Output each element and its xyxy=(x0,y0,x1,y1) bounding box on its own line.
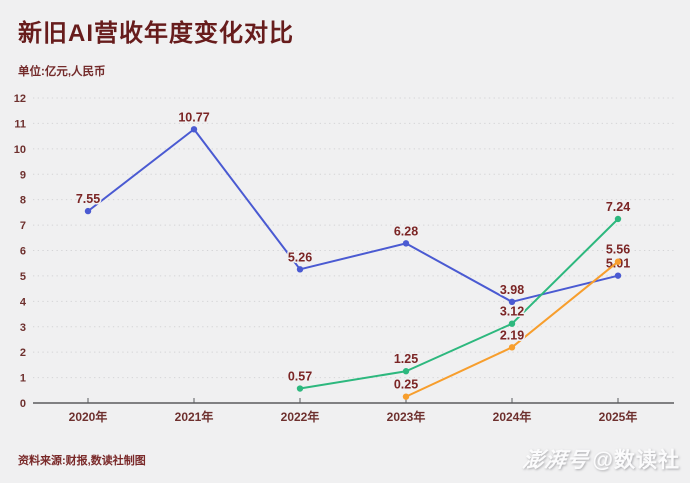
data-point xyxy=(84,207,92,215)
x-tick-label: 2023年 xyxy=(387,409,426,424)
y-tick-label: 7 xyxy=(20,220,26,232)
y-tick-label: 1 xyxy=(20,373,26,385)
y-tick-label: 11 xyxy=(14,118,26,130)
chart-unit-note: 单位:亿元,人民币 xyxy=(18,66,106,78)
x-tick-label: 2025年 xyxy=(599,409,638,424)
value-label: 0.25 xyxy=(394,378,418,392)
x-tick-label: 2021年 xyxy=(175,409,214,424)
data-point xyxy=(296,266,304,273)
value-label: 3.12 xyxy=(500,305,524,319)
data-point xyxy=(614,215,622,223)
y-tick-label: 0 xyxy=(20,398,26,410)
data-point xyxy=(402,240,410,247)
data-point xyxy=(508,298,516,306)
x-tick-label: 2022年 xyxy=(281,409,320,424)
data-point xyxy=(402,393,410,400)
value-label: 7.24 xyxy=(606,200,630,214)
chart-title: 新旧AI营收年度变化对比 xyxy=(18,20,294,47)
value-label: 7.55 xyxy=(76,192,100,206)
value-label: 10.77 xyxy=(178,110,209,124)
data-point xyxy=(614,272,622,279)
data-point xyxy=(402,368,410,375)
data-point xyxy=(614,258,622,265)
data-point xyxy=(296,385,304,392)
y-tick-label: 12 xyxy=(14,93,26,105)
y-tick-label: 5 xyxy=(20,271,26,283)
value-label: 3.98 xyxy=(500,283,524,297)
watermark: 澎湃号 @数读社 xyxy=(520,444,680,474)
data-point xyxy=(190,126,198,133)
x-tick-label: 2020年 xyxy=(69,409,108,424)
data-point xyxy=(508,344,516,351)
y-tick-label: 4 xyxy=(20,296,27,308)
value-label: 1.25 xyxy=(394,352,418,366)
x-tick-label: 2024年 xyxy=(493,409,532,424)
y-tick-label: 3 xyxy=(20,322,26,334)
y-tick-label: 2 xyxy=(20,347,26,359)
data-point xyxy=(508,320,516,327)
series-line-green-line xyxy=(299,218,619,390)
value-label: 2.19 xyxy=(500,328,524,342)
series-line-blue-line xyxy=(87,128,619,303)
y-tick-label: 8 xyxy=(20,195,26,207)
value-label: 0.57 xyxy=(288,370,312,384)
y-tick-label: 6 xyxy=(20,246,26,258)
watermark-handle: @数读社 xyxy=(592,449,680,472)
value-label: 6.28 xyxy=(394,224,418,238)
value-label: 5.56 xyxy=(606,243,630,257)
pengpai-logo: 澎湃号 xyxy=(520,449,590,472)
y-tick-label: 10 xyxy=(14,144,26,156)
value-label: 5.26 xyxy=(288,250,312,264)
source-note: 资料来源:财报,数读社制图 xyxy=(18,455,146,467)
y-tick-label: 9 xyxy=(20,169,26,181)
